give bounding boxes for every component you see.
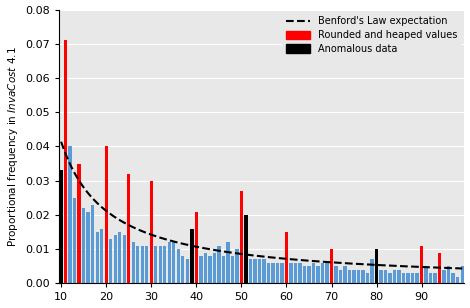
Bar: [393, 270, 396, 283]
Bar: [86, 212, 90, 283]
Bar: [361, 270, 365, 283]
Y-axis label: Proportional frequency in $\it{InvaCost}$ $\it{4.1}$: Proportional frequency in $\it{InvaCost}…: [6, 46, 20, 247]
Bar: [344, 266, 347, 283]
Bar: [212, 253, 216, 283]
Bar: [208, 256, 212, 283]
Bar: [271, 263, 274, 283]
Bar: [154, 246, 157, 283]
Bar: [231, 256, 234, 283]
Bar: [307, 266, 311, 283]
Bar: [442, 270, 446, 283]
Bar: [415, 273, 419, 283]
Bar: [370, 259, 374, 283]
Bar: [190, 229, 194, 283]
Bar: [158, 246, 162, 283]
Bar: [114, 236, 117, 283]
Bar: [100, 229, 103, 283]
Bar: [240, 191, 243, 283]
Bar: [141, 246, 144, 283]
Bar: [388, 273, 392, 283]
Bar: [289, 263, 293, 283]
Bar: [334, 266, 338, 283]
Bar: [258, 259, 261, 283]
Bar: [366, 273, 369, 283]
Bar: [398, 270, 401, 283]
Bar: [280, 263, 283, 283]
Bar: [82, 208, 86, 283]
Bar: [168, 242, 171, 283]
Bar: [217, 246, 220, 283]
Bar: [177, 249, 180, 283]
Bar: [429, 273, 432, 283]
Bar: [339, 270, 342, 283]
Bar: [312, 263, 315, 283]
Bar: [303, 266, 306, 283]
Bar: [222, 256, 225, 283]
Bar: [127, 174, 130, 283]
Bar: [226, 242, 229, 283]
Bar: [433, 273, 437, 283]
Bar: [186, 259, 189, 283]
Bar: [132, 242, 135, 283]
Bar: [420, 246, 423, 283]
Bar: [118, 232, 121, 283]
Bar: [321, 263, 324, 283]
Bar: [172, 242, 175, 283]
Bar: [181, 256, 185, 283]
Bar: [195, 212, 198, 283]
Bar: [402, 273, 405, 283]
Bar: [298, 263, 302, 283]
Bar: [452, 273, 455, 283]
Bar: [249, 259, 252, 283]
Bar: [456, 277, 459, 283]
Bar: [59, 170, 63, 283]
Bar: [136, 246, 140, 283]
Bar: [199, 256, 203, 283]
Legend: Benford's Law expectation, Rounded and heaped values, Anomalous data: Benford's Law expectation, Rounded and h…: [282, 12, 462, 58]
Bar: [109, 239, 112, 283]
Bar: [104, 147, 108, 283]
Bar: [352, 270, 356, 283]
Bar: [411, 273, 415, 283]
Bar: [461, 266, 464, 283]
Bar: [348, 270, 351, 283]
Bar: [384, 270, 387, 283]
Bar: [438, 253, 441, 283]
Bar: [95, 232, 99, 283]
Bar: [73, 198, 76, 283]
Bar: [123, 236, 126, 283]
Bar: [204, 253, 207, 283]
Bar: [235, 249, 239, 283]
Bar: [447, 266, 450, 283]
Bar: [379, 270, 383, 283]
Bar: [407, 273, 410, 283]
Bar: [285, 232, 288, 283]
Bar: [357, 270, 360, 283]
Bar: [325, 263, 329, 283]
Bar: [244, 215, 248, 283]
Bar: [330, 249, 333, 283]
Bar: [69, 147, 72, 283]
Bar: [91, 205, 94, 283]
Bar: [276, 263, 279, 283]
Bar: [267, 263, 270, 283]
Bar: [145, 246, 149, 283]
Bar: [253, 259, 257, 283]
Bar: [375, 249, 378, 283]
Bar: [262, 259, 266, 283]
Bar: [149, 181, 153, 283]
Bar: [316, 266, 320, 283]
Bar: [64, 40, 67, 283]
Bar: [163, 246, 166, 283]
Bar: [424, 266, 428, 283]
Bar: [78, 164, 81, 283]
Bar: [294, 263, 297, 283]
